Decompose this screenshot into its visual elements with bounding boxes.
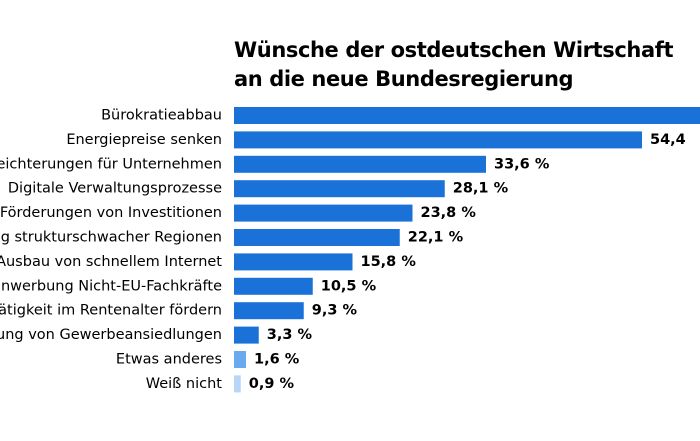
value-label-2: 33,6 %: [494, 156, 550, 172]
category-label-9: ung von Gewerbeansiedlungen: [0, 327, 222, 343]
category-label-4: Förderungen von Investitionen: [0, 205, 222, 221]
bar-5: [234, 229, 400, 246]
chart-title-line-2: an die neue Bundesregierung: [234, 67, 574, 91]
category-label-6: Ausbau von schnellem Internet: [0, 254, 222, 270]
category-label-11: Weiß nicht: [146, 376, 223, 392]
chart-title-line-1: Wünsche der ostdeutschen Wirtschaft: [234, 38, 674, 62]
value-label-1: 54,4: [650, 132, 686, 148]
category-label-7: nwerbung Nicht-EU-Fachkräfte: [1, 278, 222, 294]
value-label-11: 0,9 %: [249, 376, 295, 392]
category-label-10: Etwas anderes: [116, 352, 222, 368]
category-label-5: ng strukturschwacher Regionen: [0, 230, 222, 246]
bar-4: [234, 204, 413, 222]
bar-2: [234, 155, 486, 173]
bar-6: [234, 253, 353, 271]
category-label-0: Bürokratieabbau: [101, 108, 222, 124]
value-label-3: 28,1 %: [453, 181, 509, 197]
bar-10: [234, 351, 246, 368]
bar-1: [234, 131, 642, 149]
category-label-1: Energiepreise senken: [66, 132, 222, 148]
bar-0: [234, 107, 700, 124]
value-label-9: 3,3 %: [267, 327, 313, 343]
value-label-8: 9,3 %: [312, 303, 358, 319]
value-label-6: 15,8 %: [361, 254, 417, 270]
bar-11: [234, 375, 241, 393]
category-label-8: ätigkeit im Rentenalter fördern: [0, 303, 222, 319]
category-label-3: Digitale Verwaltungsprozesse: [8, 181, 222, 197]
value-label-7: 10,5 %: [321, 278, 377, 294]
value-label-4: 23,8 %: [421, 205, 477, 221]
bar-7: [234, 277, 313, 295]
bar-3: [234, 180, 445, 198]
category-label-2: eichterungen für Unternehmen: [0, 156, 222, 172]
bar-8: [234, 302, 304, 320]
value-label-10: 1,6 %: [254, 352, 300, 368]
chart-title: Wünsche der ostdeutschen Wirtschaft an d…: [234, 36, 673, 94]
value-label-5: 22,1 %: [408, 230, 464, 246]
bar-9: [234, 326, 259, 344]
